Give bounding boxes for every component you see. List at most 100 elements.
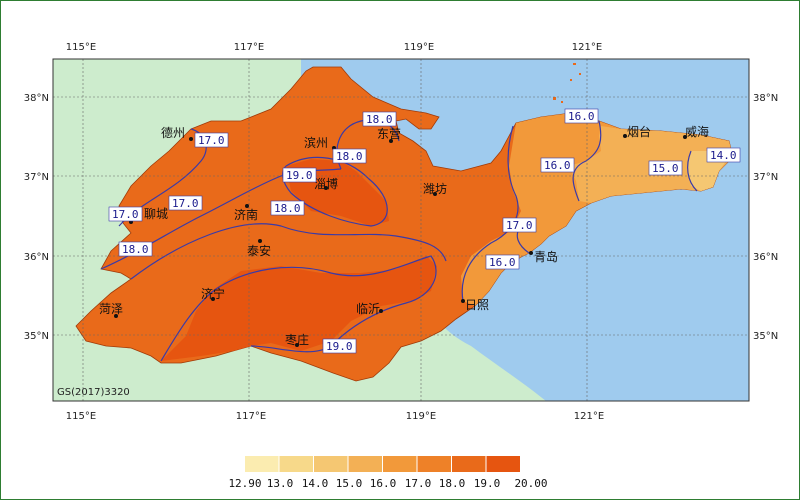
- city-name-weihai: 威海: [685, 124, 709, 139]
- svg-text:18.0: 18.0: [336, 150, 363, 163]
- lon-tick: 121°E: [572, 42, 602, 53]
- lon-tick: 115°E: [66, 42, 96, 53]
- legend-swatch: [383, 456, 417, 472]
- legend-swatch: [245, 456, 279, 472]
- svg-text:19.0: 19.0: [326, 340, 353, 353]
- lat-tick: 36°N: [753, 252, 778, 263]
- legend-label: 18.0: [439, 477, 466, 490]
- lat-tick: 35°N: [24, 331, 49, 342]
- city-name-weifang: 潍坊: [423, 181, 447, 196]
- city-name-dezhou: 德州: [161, 125, 185, 140]
- iso-label-15-weihai: 15.0: [648, 160, 683, 176]
- svg-text:17.0: 17.0: [172, 197, 199, 210]
- lon-tick: 121°E: [574, 411, 604, 422]
- iso-label-17-liaocheng-north: 17.0: [168, 195, 203, 211]
- city-dot-heze: [114, 314, 118, 318]
- lat-tick: 38°N: [753, 93, 778, 104]
- lat-tick: 37°N: [753, 172, 778, 183]
- city-dot-linyi: [379, 309, 383, 313]
- iso-label-19-zaozhuang: 19.0: [322, 338, 357, 354]
- legend-label: 19.0: [474, 477, 501, 490]
- iso-label-16-qingdao: 16.0: [485, 254, 520, 270]
- iso-label-18-zibo-north: 18.0: [332, 148, 367, 164]
- legend-swatch: [417, 456, 451, 472]
- svg-text:17.0: 17.0: [198, 134, 225, 147]
- svg-text:18.0: 18.0: [366, 113, 393, 126]
- city-name-taian: 泰安: [247, 243, 271, 258]
- legend-swatch: [314, 456, 348, 472]
- legend-label: 12.90: [228, 477, 261, 490]
- svg-text:15.0: 15.0: [652, 162, 679, 175]
- lon-ticks-top: 115°E 117°E 119°E 121°E: [66, 42, 602, 53]
- legend-label: 13.0: [267, 477, 294, 490]
- legend-label: 20.00: [514, 477, 547, 490]
- iso-label-17-dezhou: 17.0: [194, 132, 229, 148]
- lon-ticks-bottom: 115°E 117°E 119°E 121°E: [66, 411, 604, 422]
- legend-label: 14.0: [302, 477, 329, 490]
- isoline-18-central: [130, 223, 447, 280]
- svg-text:19.0: 19.0: [286, 169, 313, 182]
- legend-label: 16.0: [370, 477, 397, 490]
- city-name-zibo: 淄博: [314, 176, 338, 191]
- lat-ticks-left: 38°N 37°N 36°N 35°N: [24, 93, 49, 342]
- iso-label-14-weihai: 14.0: [706, 147, 741, 163]
- legend-label: 15.0: [336, 477, 363, 490]
- svg-text:18.0: 18.0: [122, 243, 149, 256]
- iso-label-18-west: 18.0: [118, 241, 153, 257]
- city-dot-zibo: [324, 186, 328, 190]
- city-dot-rizhao: [461, 299, 465, 303]
- city-name-liaocheng: 聊城: [144, 207, 168, 221]
- lon-tick: 117°E: [234, 42, 264, 53]
- city-dot-dongying: [389, 139, 393, 143]
- legend-swatch: [486, 456, 520, 472]
- lon-tick: 119°E: [406, 411, 436, 422]
- svg-text:17.0: 17.0: [506, 219, 533, 232]
- svg-text:14.0: 14.0: [710, 149, 737, 162]
- svg-text:18.0: 18.0: [274, 202, 301, 215]
- svg-text:16.0: 16.0: [544, 159, 571, 172]
- city-name-rizhao: 日照: [465, 298, 489, 312]
- city-name-jining: 济宁: [201, 286, 225, 301]
- lon-tick: 117°E: [236, 411, 266, 422]
- lat-tick: 35°N: [753, 331, 778, 342]
- svg-text:16.0: 16.0: [568, 110, 595, 123]
- city-dot-zaozhuang: [295, 343, 299, 347]
- city-dot-weihai: [683, 135, 687, 139]
- city-name-zaozhuang: 枣庄: [285, 332, 309, 347]
- city-dot-jining: [211, 297, 215, 301]
- isoline-value-labels: 17.0 18.0 18.0 19.0 18.0 17.0 17.0 18.0 …: [108, 108, 741, 354]
- city-name-linyi: 临沂: [356, 302, 380, 316]
- city-name-binzhou: 滨州: [304, 135, 328, 150]
- legend-swatch: [348, 456, 382, 472]
- legend-labels: 12.90 13.0 14.0 15.0 16.0 17.0 18.0 19.0…: [228, 477, 547, 490]
- lat-ticks-right: 38°N 37°N 36°N 35°N: [753, 93, 778, 342]
- isoline-16-east: [572, 120, 602, 202]
- svg-text:16.0: 16.0: [489, 256, 516, 269]
- city-name-heze: 菏泽: [99, 302, 123, 316]
- iso-label-19-zibo: 19.0: [282, 167, 317, 183]
- iso-label-17-qingdao: 17.0: [502, 217, 537, 233]
- iso-label-18-jinan: 18.0: [270, 200, 305, 216]
- city-labels: 德州 滨州 东营 烟台 威海 淄博 潍坊 聊城 济南 泰安 青岛 菏泽 济宁 临…: [99, 124, 709, 347]
- city-name-dongying: 东营: [377, 127, 401, 141]
- iso-label-17-liaocheng-west: 17.0: [108, 206, 143, 222]
- city-name-yantai: 烟台: [627, 124, 651, 139]
- lat-tick: 38°N: [24, 93, 49, 104]
- legend-swatch: [279, 456, 313, 472]
- legend-label: 17.0: [405, 477, 432, 490]
- isoline-15-east: [687, 150, 698, 192]
- lon-tick: 115°E: [66, 411, 96, 422]
- city-dot-taian: [258, 239, 262, 243]
- legend-swatches: [245, 456, 520, 472]
- city-dot-qingdao: [529, 251, 533, 255]
- city-dot-dezhou: [189, 137, 193, 141]
- city-dot-jinan: [245, 204, 249, 208]
- city-name-jinan: 济南: [234, 207, 258, 222]
- svg-text:17.0: 17.0: [112, 208, 139, 221]
- city-dot-weifang: [433, 192, 437, 196]
- city-name-qingdao: 青岛: [534, 249, 558, 264]
- lon-tick: 119°E: [404, 42, 434, 53]
